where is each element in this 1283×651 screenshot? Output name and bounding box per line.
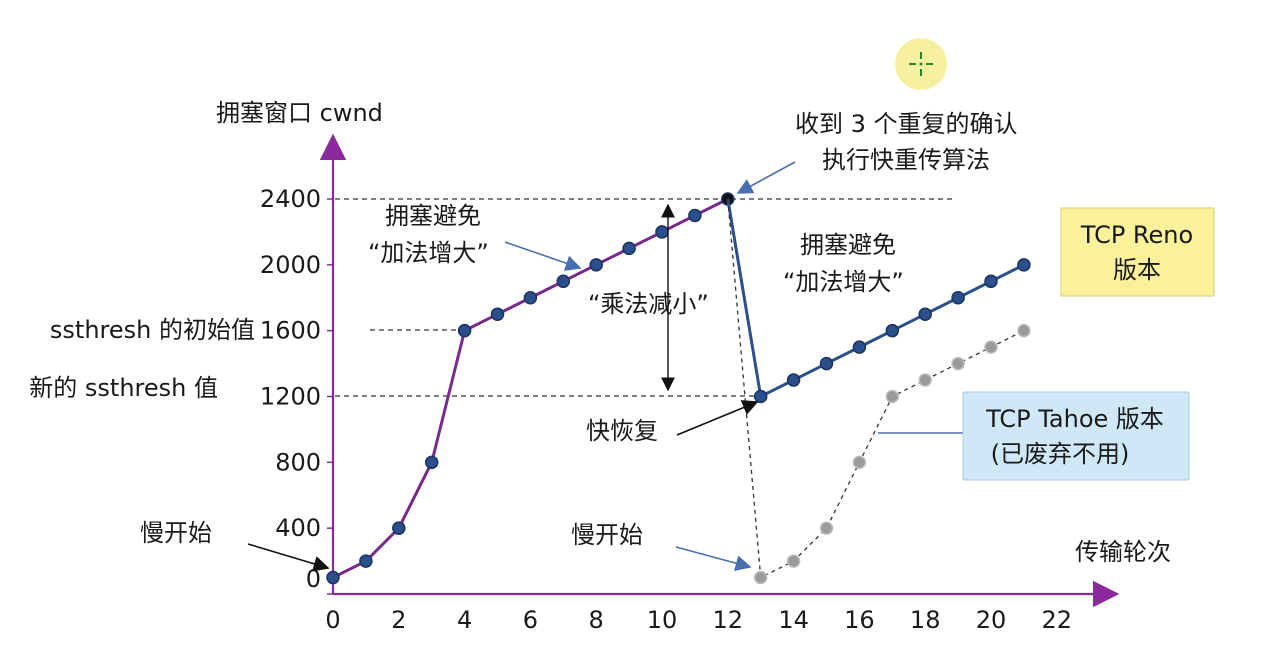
data-point (885, 389, 900, 404)
y-tick-label: 2400 (260, 185, 321, 213)
data-point (655, 225, 669, 239)
fast-recovery-label: 快恢复 (586, 417, 658, 445)
data-point (392, 521, 406, 535)
x-tick-label: 22 (1042, 606, 1073, 634)
y-ticks: 0 400 800 1200 1600 2000 2400 (260, 185, 333, 595)
slow-start-label-2: 慢开始 (571, 521, 643, 549)
y-tick-label: 400 (275, 514, 321, 542)
slow-start-label-1: 慢开始 (140, 519, 212, 547)
cong-avoid-2-line2: “加法增大” (783, 268, 904, 296)
x-tick-label: 2 (391, 606, 406, 634)
tahoe-label-line2: (已废弃不用) (991, 440, 1130, 468)
data-point (753, 570, 768, 585)
x-tick-label: 0 (325, 606, 340, 634)
tahoe-label-line1: TCP Tahoe 版本 (985, 405, 1164, 433)
cong-avoid-arrow-1 (504, 241, 582, 271)
data-point (819, 521, 834, 535)
data-point (326, 570, 340, 585)
cong-avoid-1-line1: 拥塞避免 (385, 202, 481, 230)
dup-ack-arrow (736, 161, 796, 194)
y-tick-label: 1200 (260, 383, 321, 411)
crosshair-icon (895, 38, 947, 90)
reno-legend-box: TCP Reno 版本 (1060, 207, 1215, 297)
data-point (622, 241, 636, 256)
data-point (918, 307, 932, 321)
cong-avoid-1-line2: “加法增大” (368, 239, 489, 267)
data-point (951, 291, 965, 305)
data-point (984, 340, 998, 354)
data-point (753, 389, 768, 404)
x-tick-label: 20 (976, 606, 1007, 634)
x-tick-label: 12 (713, 606, 744, 634)
reno-label-line1: TCP Reno (1080, 221, 1193, 249)
data-point (424, 455, 439, 470)
data-point (819, 356, 834, 371)
data-point (457, 323, 472, 338)
ssthresh-new-label: 新的 ssthresh 值 (29, 374, 218, 402)
series-layer (326, 192, 1031, 585)
y-axis-label: 拥塞窗口 cwnd (216, 99, 383, 127)
dup-ack-line1: 收到 3 个重复的确认 (795, 110, 1018, 138)
data-point (589, 258, 603, 272)
data-point (885, 323, 900, 338)
slow-start-arrow-2 (675, 546, 752, 571)
data-point (1017, 258, 1031, 272)
tahoe-legend-box: TCP Tahoe 版本 (已废弃不用) (962, 391, 1190, 481)
data-point (359, 554, 373, 568)
reno-label-line2: 版本 (1113, 256, 1161, 284)
x-tick-label: 18 (910, 606, 941, 634)
slow-start-arrow-1 (247, 543, 330, 572)
data-point (523, 291, 538, 305)
y-tick-label: 800 (275, 448, 321, 476)
dup-ack-line2: 执行快重传算法 (822, 146, 990, 174)
data-point (918, 373, 932, 387)
x-tick-label: 16 (844, 606, 875, 634)
data-point (556, 274, 571, 289)
data-point (786, 373, 801, 387)
mult-decrease-label: “乘法减小” (588, 290, 709, 318)
ssthresh-initial-label: ssthresh 的初始值 (50, 316, 255, 344)
series-line-1 (726, 198, 1025, 399)
data-point (852, 455, 867, 470)
y-tick-label: 0 (306, 565, 321, 593)
cong-avoid-2-line1: 拥塞避免 (800, 231, 896, 259)
data-point (786, 554, 801, 568)
y-tick-label: 1600 (260, 317, 321, 345)
data-point (490, 307, 505, 321)
x-tick-label: 10 (647, 606, 678, 634)
x-tick-label: 6 (523, 606, 538, 634)
x-axis-label: 传输轮次 (1075, 538, 1171, 566)
data-point (1017, 323, 1031, 338)
data-point (688, 208, 702, 223)
x-tick-label: 8 (589, 606, 604, 634)
fast-recovery-arrow (676, 400, 759, 436)
x-ticks: 0 2 4 6 8 10 12 14 16 18 20 22 (325, 606, 1072, 634)
data-point (852, 340, 867, 354)
x-tick-label: 14 (778, 606, 809, 634)
y-tick-label: 2000 (260, 251, 321, 279)
data-point (984, 274, 998, 289)
x-tick-label: 4 (457, 606, 472, 634)
data-point (951, 356, 965, 371)
